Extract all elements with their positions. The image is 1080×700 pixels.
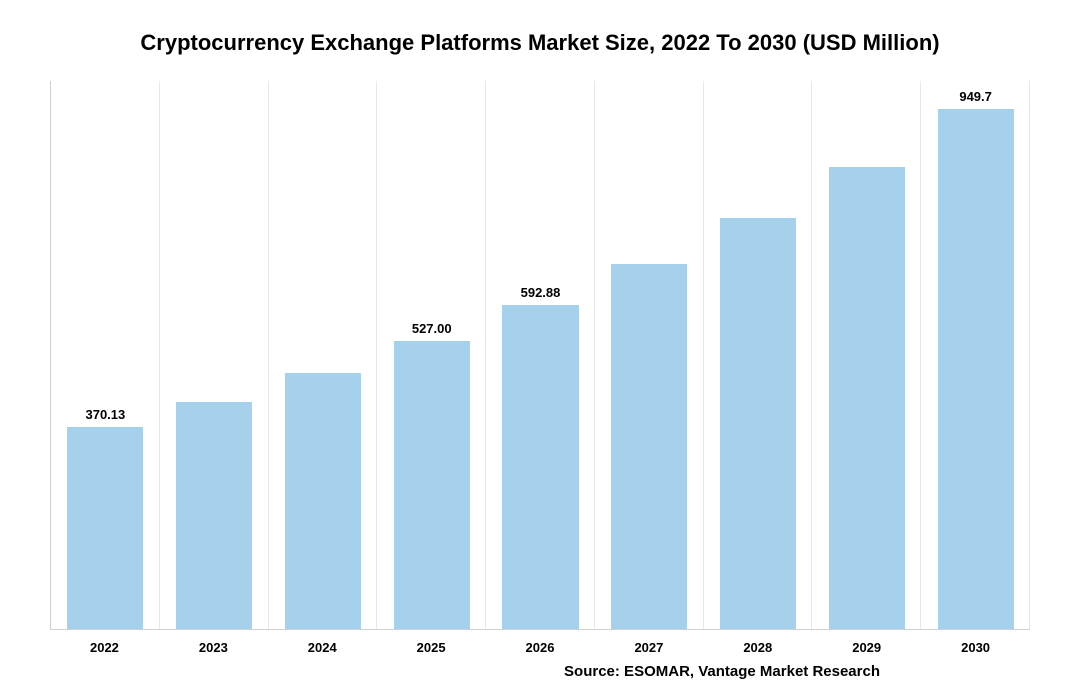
plot-area: 370.13 527.00 592.88 949.7 bbox=[50, 81, 1030, 630]
chart-container: Cryptocurrency Exchange Platforms Market… bbox=[0, 0, 1080, 700]
bar: 527.00 bbox=[394, 341, 470, 630]
x-tick-label: 2030 bbox=[921, 640, 1030, 655]
bar-value-label: 527.00 bbox=[412, 321, 452, 336]
bar: 370.13 bbox=[67, 427, 143, 630]
bar-slot: 949.7 bbox=[921, 81, 1030, 630]
bar-value-label: 592.88 bbox=[521, 285, 561, 300]
x-tick-label: 2026 bbox=[486, 640, 595, 655]
bar-slot bbox=[160, 81, 269, 630]
x-axis: 202220232024202520262027202820292030 bbox=[50, 630, 1030, 655]
bar bbox=[176, 402, 252, 630]
bar bbox=[285, 373, 361, 630]
bar-slot bbox=[595, 81, 704, 630]
chart-wrap: 370.13 527.00 592.88 949.7 2022202320242025… bbox=[50, 81, 1030, 655]
bar-value-label: 370.13 bbox=[85, 407, 125, 422]
bar: 592.88 bbox=[502, 305, 578, 630]
chart-title: Cryptocurrency Exchange Platforms Market… bbox=[50, 30, 1030, 56]
x-tick-label: 2028 bbox=[703, 640, 812, 655]
x-baseline bbox=[51, 629, 1030, 630]
x-tick-label: 2029 bbox=[812, 640, 921, 655]
bar-slot bbox=[704, 81, 813, 630]
bar: 949.7 bbox=[938, 109, 1014, 630]
bar-slot bbox=[812, 81, 921, 630]
bar-slot: 370.13 bbox=[51, 81, 160, 630]
x-tick-label: 2023 bbox=[159, 640, 268, 655]
bars-group: 370.13 527.00 592.88 949.7 bbox=[51, 81, 1030, 630]
bar-slot: 592.88 bbox=[486, 81, 595, 630]
bar-slot: 527.00 bbox=[377, 81, 486, 630]
bar bbox=[720, 218, 796, 630]
x-tick-label: 2024 bbox=[268, 640, 377, 655]
bar bbox=[829, 167, 905, 630]
x-tick-label: 2025 bbox=[377, 640, 486, 655]
bar-slot bbox=[269, 81, 378, 630]
x-tick-label: 2027 bbox=[594, 640, 703, 655]
x-tick-label: 2022 bbox=[50, 640, 159, 655]
source-caption: Source: ESOMAR, Vantage Market Research bbox=[50, 663, 1030, 680]
bar-value-label: 949.7 bbox=[959, 89, 992, 104]
bar bbox=[611, 264, 687, 630]
